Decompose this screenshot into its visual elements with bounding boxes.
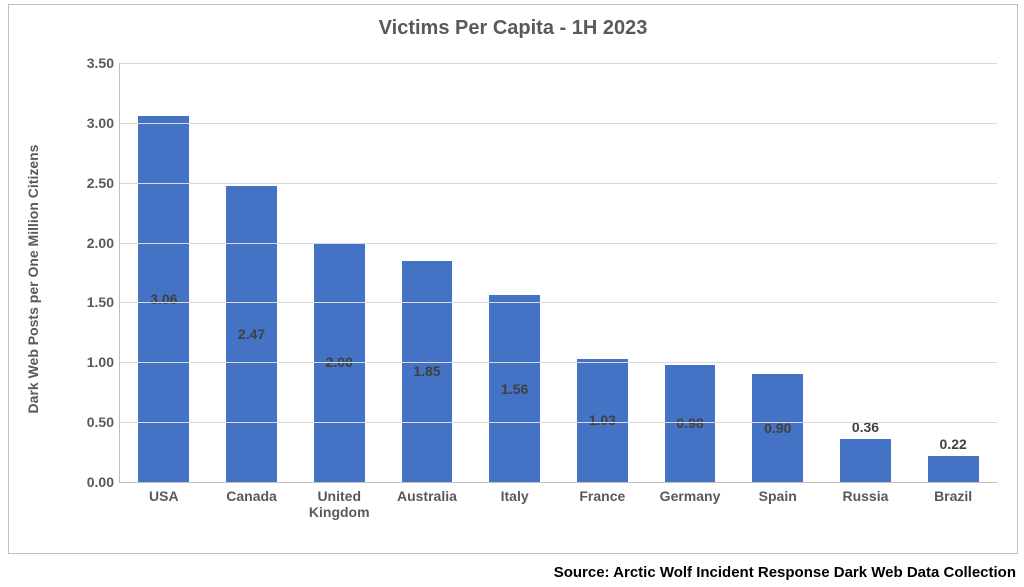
category-label: Spain xyxy=(736,482,819,504)
bar-value-label: 0.98 xyxy=(676,415,703,431)
bars-layer: 3.06USA2.47Canada2.00United Kingdom1.85A… xyxy=(120,63,997,482)
source-line: Source: Arctic Wolf Incident Response Da… xyxy=(554,564,1016,581)
gridline xyxy=(120,63,997,64)
category-label: Italy xyxy=(473,482,556,504)
bar-value-label: 1.03 xyxy=(589,412,616,428)
gridline xyxy=(120,302,997,303)
y-tick-label: 2.00 xyxy=(87,235,120,251)
y-axis-title: Dark Web Posts per One Million Citizens xyxy=(25,145,41,414)
y-tick-label: 1.50 xyxy=(87,294,120,310)
bar-value-label: 1.56 xyxy=(501,381,528,397)
bar-slot: 1.03France xyxy=(559,63,647,482)
category-label: Canada xyxy=(210,482,293,504)
bar-value-label: 2.47 xyxy=(238,326,265,342)
y-tick-label: 2.50 xyxy=(87,175,120,191)
bar-value-label: 3.06 xyxy=(150,291,177,307)
gridline xyxy=(120,123,997,124)
y-tick-label: 3.00 xyxy=(87,115,120,131)
bar-slot: 2.00United Kingdom xyxy=(295,63,383,482)
bar-slot: 0.36Russia xyxy=(822,63,910,482)
category-label: France xyxy=(561,482,644,504)
bar-value-label: 1.85 xyxy=(413,363,440,379)
bar-slot: 1.85Australia xyxy=(383,63,471,482)
bar-slot: 3.06USA xyxy=(120,63,208,482)
category-label: Germany xyxy=(648,482,731,504)
chart-frame: Victims Per Capita - 1H 2023 Dark Web Po… xyxy=(8,4,1018,554)
gridline xyxy=(120,422,997,423)
gridline xyxy=(120,243,997,244)
category-label: Brazil xyxy=(911,482,994,504)
gridline xyxy=(120,183,997,184)
bar-slot: 1.56Italy xyxy=(471,63,559,482)
plot-area: 3.06USA2.47Canada2.00United Kingdom1.85A… xyxy=(119,63,997,483)
bar-slot: 0.98Germany xyxy=(646,63,734,482)
bar xyxy=(840,439,891,482)
y-tick-label: 3.50 xyxy=(87,55,120,71)
category-label: Russia xyxy=(824,482,907,504)
chart-title: Victims Per Capita - 1H 2023 xyxy=(9,17,1017,40)
bar xyxy=(928,456,979,482)
bar-slot: 0.90Spain xyxy=(734,63,822,482)
category-label: Australia xyxy=(385,482,468,504)
bar-slot: 0.22Brazil xyxy=(909,63,997,482)
y-tick-label: 1.00 xyxy=(87,354,120,370)
bar-value-label: 0.22 xyxy=(940,436,967,454)
category-label: USA xyxy=(122,482,205,504)
y-tick-label: 0.50 xyxy=(87,414,120,430)
gridline xyxy=(120,362,997,363)
bar-slot: 2.47Canada xyxy=(208,63,296,482)
y-tick-label: 0.00 xyxy=(87,474,120,490)
category-label: United Kingdom xyxy=(298,482,381,520)
